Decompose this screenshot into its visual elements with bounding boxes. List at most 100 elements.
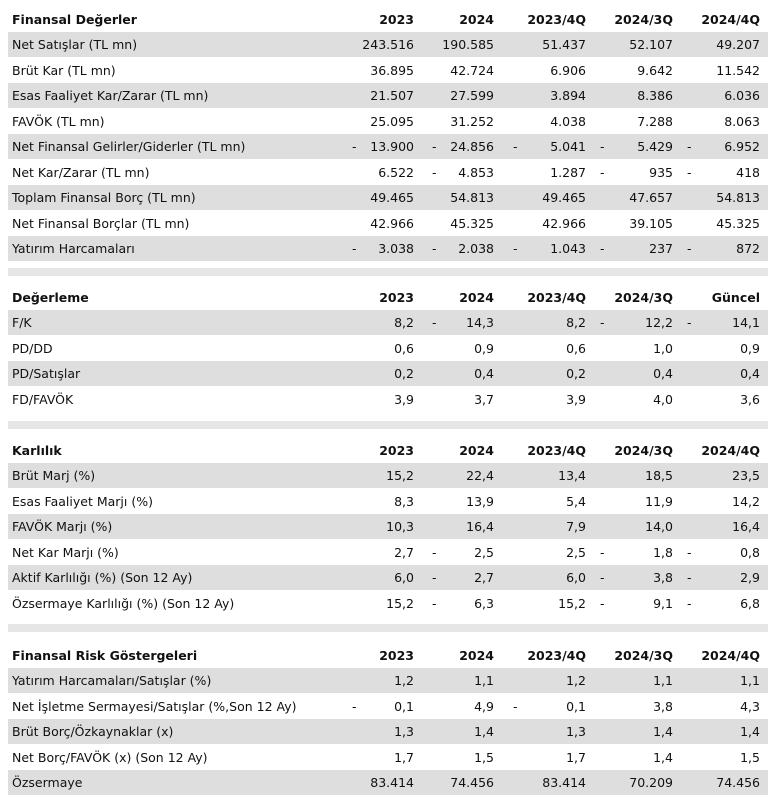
row-label: Net Satışlar (TL mn) <box>12 37 138 52</box>
cell-value: 6.522 <box>378 164 414 180</box>
cell-value: 1,3 <box>394 724 414 739</box>
section-separator <box>8 421 768 429</box>
cell-value: 872 <box>736 241 760 256</box>
table-row: Net Kar/Zarar (TL mn) 6.522-4.853 1.287-93… <box>8 160 768 185</box>
cell-value: 6,0 <box>566 570 586 585</box>
cell-value: 6.906 <box>550 62 586 78</box>
table-row: F/K 8,2-14,3 8,2-12,2-14,1 <box>8 310 768 335</box>
column-header: 2023 <box>379 648 414 663</box>
cell-value: 1,2 <box>394 673 414 688</box>
cell-value: 1,5 <box>740 749 760 765</box>
cell-value: 13,9 <box>466 493 494 509</box>
cell-value: 3,8 <box>653 570 673 585</box>
cell-value: 0,4 <box>653 366 673 381</box>
cell-value: 1.287 <box>550 164 586 180</box>
cell-value: 11.542 <box>716 62 760 78</box>
cell-value: 1.043 <box>550 241 586 256</box>
cell-value: 2,5 <box>566 544 586 560</box>
cell-value: 0,9 <box>474 340 494 356</box>
negative-sign: - <box>432 164 437 180</box>
cell-value: 237 <box>649 241 673 256</box>
negative-sign: - <box>687 544 692 560</box>
cell-value: 25.095 <box>370 113 414 129</box>
cell-value: 45.325 <box>450 215 494 231</box>
cell-value: 2.038 <box>458 241 494 256</box>
cell-value: 418 <box>736 164 760 180</box>
table-row: Net Satışlar (TL mn) 243.516 190.585 51.437… <box>8 32 768 57</box>
cell-value: 5.041 <box>550 139 586 154</box>
section-header: Karlılık 2023 2024 2023/4Q 2024/3Q 2024/4Q <box>8 438 768 463</box>
negative-sign: - <box>432 544 437 560</box>
row-label: PD/Satışlar <box>12 366 81 381</box>
cell-value: 14,3 <box>466 315 494 330</box>
column-header: 2023/4Q <box>527 290 586 305</box>
cell-value: 22,4 <box>466 468 494 483</box>
row-label: Özsermaye Karlılığı (%) (Son 12 Ay) <box>12 595 235 611</box>
cell-value: 45.325 <box>716 215 760 231</box>
cell-value: 9.642 <box>637 62 673 78</box>
cell-value: 24.856 <box>450 139 494 154</box>
cell-value: 2,5 <box>474 544 494 560</box>
column-header: 2023/4Q <box>527 443 586 458</box>
row-label: Özsermaye <box>12 775 83 790</box>
cell-value: 0,4 <box>474 366 494 381</box>
cell-value: 3,9 <box>566 391 586 407</box>
cell-value: 1,3 <box>566 724 586 739</box>
negative-sign: - <box>352 241 357 256</box>
section-separator <box>8 268 768 276</box>
cell-value: 14,0 <box>645 519 673 534</box>
cell-value: 3,6 <box>740 391 760 407</box>
cell-value: 23,5 <box>732 468 760 483</box>
cell-value: 1,0 <box>653 340 673 356</box>
column-header: 2024/3Q <box>614 443 673 458</box>
cell-value: 8.063 <box>724 113 760 129</box>
cell-value: 243.516 <box>362 37 414 52</box>
cell-value: 3,9 <box>394 391 414 407</box>
table-row: Esas Faaliyet Marjı (%) 8,3 13,9 5,4 11,9 14,… <box>8 489 768 514</box>
negative-sign: - <box>687 139 692 154</box>
column-header: 2023 <box>379 290 414 305</box>
cell-value: 15,2 <box>386 468 414 483</box>
cell-value: 70.209 <box>629 775 673 790</box>
table-row: Net İşletme Sermayesi/Satışlar (%,Son 12… <box>8 694 768 719</box>
negative-sign: - <box>600 570 605 585</box>
section-title: Karlılık <box>12 443 62 458</box>
negative-sign: - <box>687 164 692 180</box>
table-row: PD/Satışlar 0,2 0,4 0,2 0,4 0,4 <box>8 361 768 386</box>
cell-value: 54.813 <box>450 190 494 205</box>
column-header: 2024/4Q <box>701 443 760 458</box>
row-label: FAVÖK Marjı (%) <box>12 519 113 534</box>
cell-value: 74.456 <box>450 775 494 790</box>
table-row: FAVÖK (TL mn) 25.095 31.252 4.038 7.288 8.063 <box>8 109 768 134</box>
cell-value: 13.900 <box>370 139 414 154</box>
column-header: 2024/4Q <box>701 12 760 27</box>
cell-value: 4,0 <box>653 391 673 407</box>
negative-sign: - <box>687 315 692 330</box>
cell-value: 3,7 <box>474 391 494 407</box>
cell-value: 42.724 <box>450 62 494 78</box>
section-title: Finansal Risk Göstergeleri <box>12 648 198 663</box>
negative-sign: - <box>432 241 437 256</box>
table-row: Aktif Karlılığı (%) (Son 12 Ay) 6,0-2,7 6,… <box>8 565 768 590</box>
cell-value: 1,7 <box>394 749 414 765</box>
negative-sign: - <box>600 241 605 256</box>
row-label: Toplam Finansal Borç (TL mn) <box>12 190 196 205</box>
negative-sign: - <box>600 164 605 180</box>
cell-value: 5.429 <box>637 139 673 154</box>
cell-value: 935 <box>649 164 673 180</box>
cell-value: 1,4 <box>740 724 760 739</box>
cell-value: 51.437 <box>542 37 586 52</box>
cell-value: 8,2 <box>394 315 414 330</box>
cell-value: 12,2 <box>645 315 673 330</box>
row-label: Brüt Kar (TL mn) <box>12 62 116 78</box>
cell-value: 36.895 <box>370 62 414 78</box>
cell-value: 6,8 <box>740 595 760 611</box>
negative-sign: - <box>687 241 692 256</box>
cell-value: 10,3 <box>386 519 414 534</box>
cell-value: 4,3 <box>740 698 760 714</box>
cell-value: 0,9 <box>740 340 760 356</box>
cell-value: 1,1 <box>740 673 760 688</box>
negative-sign: - <box>600 139 605 154</box>
row-label: Brüt Marj (%) <box>12 468 96 483</box>
row-label: Yatırım Harcamaları <box>12 241 135 256</box>
